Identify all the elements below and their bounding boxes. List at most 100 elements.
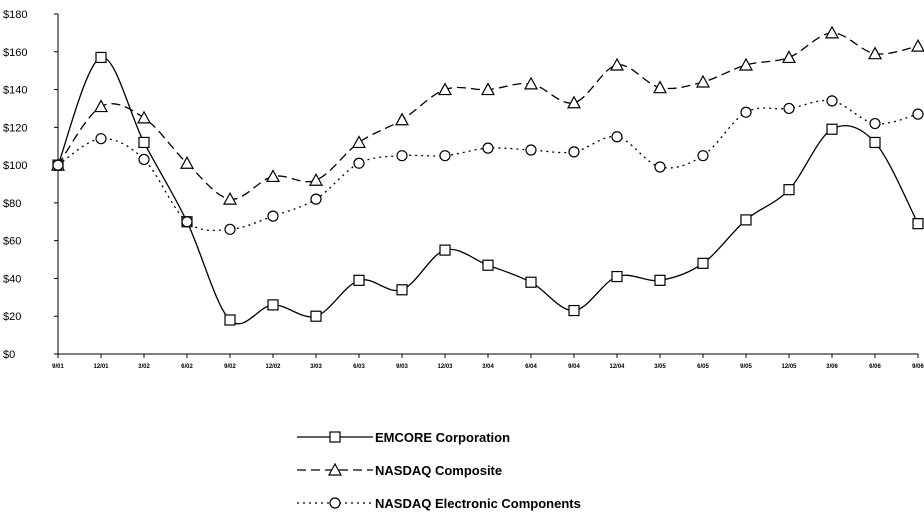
legend-label-1: EMCORE Corporation [375,430,510,445]
series-2-point [308,172,324,186]
series-2-point [738,57,754,71]
series-3-point [654,161,666,173]
series-3-point [310,193,322,205]
x-tick-label: 3/03 [310,364,322,370]
series-1-point [912,218,924,230]
series-1-point [611,270,623,283]
x-tick-label: 12/02 [265,364,281,370]
legend-label-2: NASDAQ Composite [375,463,502,478]
series-2-point [695,74,711,88]
y-tick-label: $40 [3,273,21,285]
series-2-point [394,112,410,126]
series-3-point [740,106,752,118]
series-3-point [912,108,924,120]
series-1-point [396,284,408,296]
series-2-point [609,57,625,71]
x-tick-label: 12/01 [93,364,109,370]
series-1-point [783,184,795,196]
x-tick-label: 9/01 [52,364,64,370]
series-3-point [396,150,408,162]
series-3-point [697,150,709,162]
series-2-point [480,82,496,96]
x-tick-label: 12/03 [437,364,453,370]
legend-marker-1 [329,431,341,443]
series-2-point [437,82,453,96]
series-3-point [525,144,537,156]
x-tick-label: 9/05 [740,364,752,370]
series-3-point [826,95,838,107]
x-tick-label: 6/02 [181,364,193,370]
series-2-point [93,99,109,113]
legend-label-3: NASDAQ Electronic Components [375,496,581,511]
series-3-point [869,117,881,130]
series-1-point [138,136,150,149]
series-2-point [179,155,195,169]
series-2-point [652,80,668,94]
y-tick-label: $140 [3,85,27,97]
y-tick-label: $80 [3,198,21,210]
series-1-point [697,257,709,269]
plot-area: $0 $20 $40 $60 $80 $100 $120 $140 $160 $180 9/01 12… [3,9,924,370]
series-1-point [439,244,451,256]
series-1-point [224,314,236,326]
y-tick-label: $60 [3,236,21,248]
y-tick-label: $100 [3,160,27,172]
series-1-point [267,299,279,311]
series-3-point [439,150,451,162]
series-2-point [867,46,883,60]
series-1-point [869,136,881,149]
series-1-point [310,310,322,322]
series-2-point [136,110,152,124]
legend: EMCORE Corporation NASDAQ Composite NASDAQ… [297,430,581,511]
y-tick-label: $20 [3,311,21,323]
series-1-point [95,51,107,64]
series-2-point [824,25,840,39]
x-tick-label: 3/05 [654,364,666,370]
y-tick-label: $160 [3,47,27,59]
x-tick-label: 3/04 [482,364,494,370]
y-tick-label: $0 [3,349,15,361]
series-3-point [95,133,107,145]
legend-marker-3 [329,497,341,509]
series-line-1 [57,56,919,325]
series-2-point [523,76,539,90]
x-tick-label: 3/02 [138,364,150,370]
series-3-point [52,159,64,171]
x-tick-label: 9/03 [396,364,408,370]
x-tick-label: 9/04 [568,364,580,370]
series-3-point [267,210,279,222]
series-1-point [826,123,838,135]
series-1-point [482,259,494,271]
series-3-point [568,146,580,158]
x-tick-label: 12/05 [781,364,797,370]
x-tick-label: 6/03 [353,364,365,370]
series-3-point [783,102,795,115]
x-tick-label: 6/05 [697,364,709,370]
series-2-point [910,38,924,52]
x-tick-label: 9/06 [912,364,924,370]
legend-marker-2 [327,462,343,476]
series-3-point [224,223,236,235]
x-tick-label: 6/06 [869,364,881,370]
series-1-point [525,276,537,288]
series-2-point [222,191,238,205]
x-tick-label: 9/02 [224,364,236,370]
series-3-point [138,153,150,166]
series-1-point [568,304,580,317]
series-1-point [353,274,365,286]
series-3-point [353,157,365,169]
series-2-point [351,135,367,149]
series-3-point [482,142,494,154]
y-tick-label: $180 [3,9,27,21]
series-2-point [566,95,582,109]
x-tick-label: 12/04 [609,364,625,370]
series-3-point [181,216,193,228]
x-tick-label: 3/06 [826,364,838,370]
series-2-point [781,50,797,64]
x-tick-label: 6/04 [525,364,537,370]
series-1-point [740,214,752,226]
series-1-point [654,274,666,286]
series-2-point [265,169,281,183]
series-3-point [611,131,623,143]
